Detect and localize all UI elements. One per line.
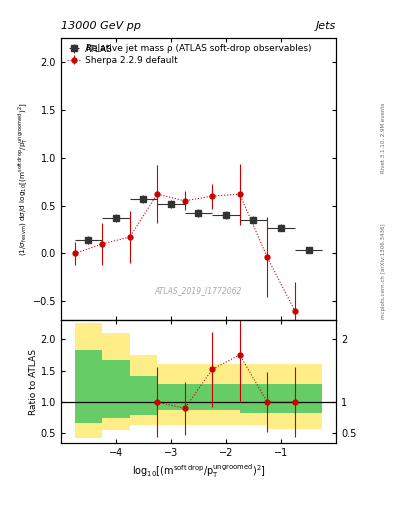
- Text: ATLAS_2019_I1772062: ATLAS_2019_I1772062: [155, 286, 242, 295]
- Legend: ATLAS, Sherpa 2.2.9 default: ATLAS, Sherpa 2.2.9 default: [65, 43, 180, 67]
- Y-axis label: $(1/\sigma_\mathrm{fesvm})$ d$\sigma$/d log$_{10}$[(m$^\mathrm{soft\,drop}$/p$_\: $(1/\sigma_\mathrm{fesvm})$ d$\sigma$/d …: [16, 102, 30, 256]
- Text: Relative jet mass ρ (ATLAS soft-drop observables): Relative jet mass ρ (ATLAS soft-drop obs…: [86, 44, 311, 53]
- Y-axis label: Ratio to ATLAS: Ratio to ATLAS: [29, 349, 38, 415]
- Text: Jets: Jets: [316, 22, 336, 31]
- Text: 13000 GeV pp: 13000 GeV pp: [61, 22, 141, 31]
- Text: mcplots.cern.ch [arXiv:1306.3436]: mcplots.cern.ch [arXiv:1306.3436]: [381, 224, 386, 319]
- X-axis label: log$_{10}$[(m$^{\mathrm{soft\,drop}}$/p$_\mathrm{T}^{\mathrm{ungroomed}}$)$^2$]: log$_{10}$[(m$^{\mathrm{soft\,drop}}$/p$…: [132, 462, 265, 480]
- Text: Rivet 3.1.10, 2.9M events: Rivet 3.1.10, 2.9M events: [381, 103, 386, 174]
